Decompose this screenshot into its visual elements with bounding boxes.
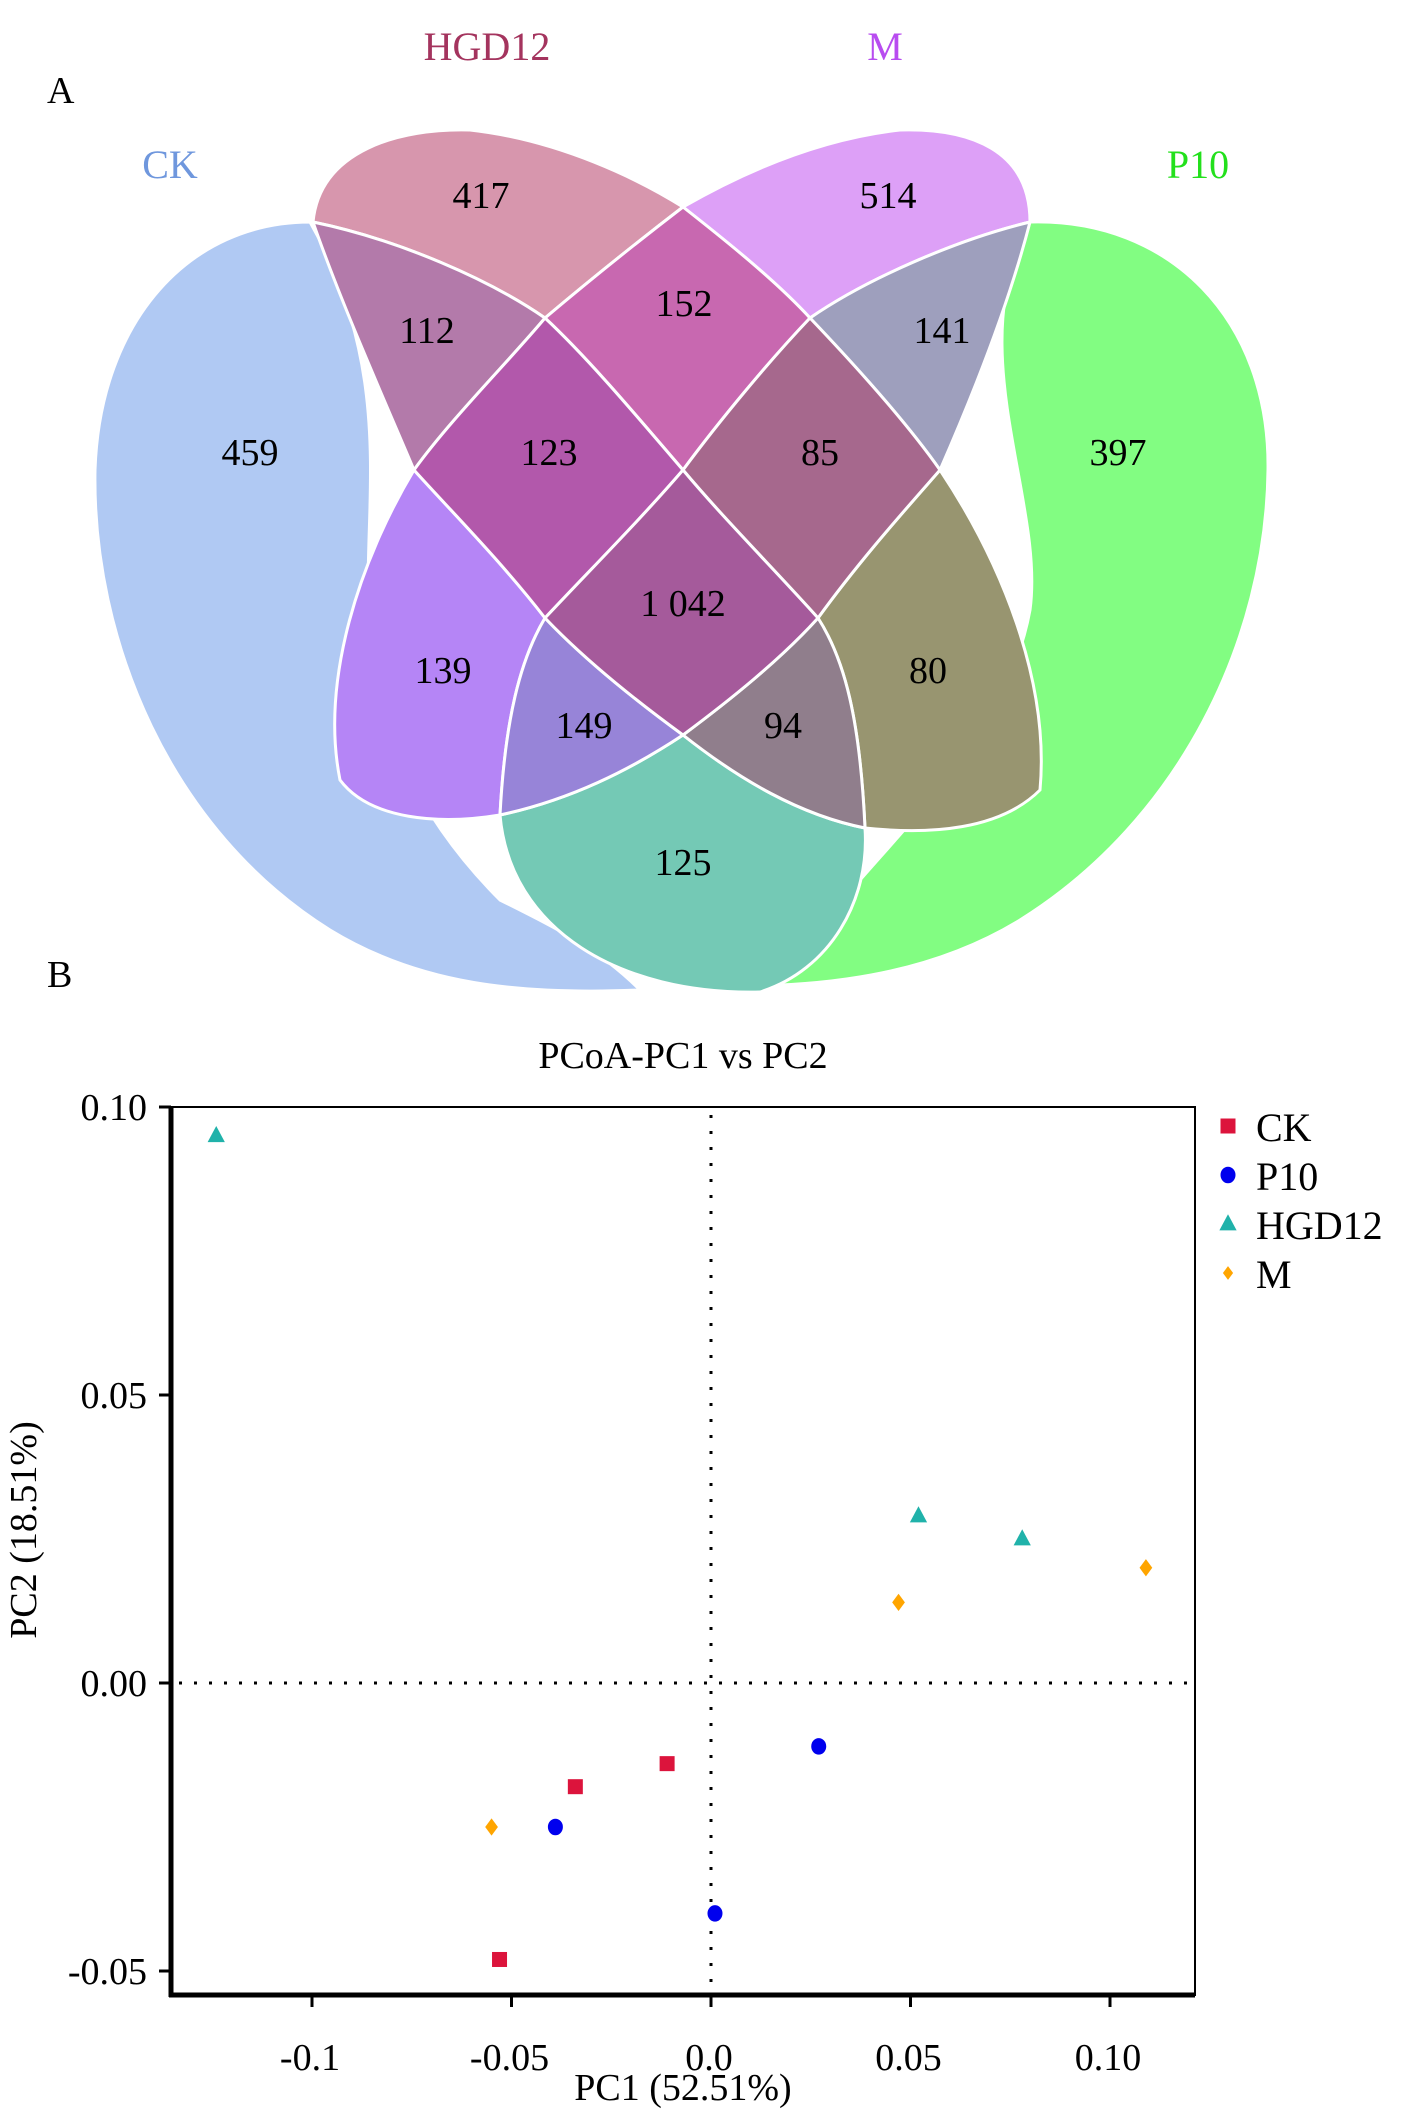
data-point-hgd12-triangle xyxy=(1013,1529,1031,1546)
data-point-m-diamond xyxy=(485,1818,498,1836)
data-point-ck-square xyxy=(567,1779,583,1795)
y-tick-label: 0.05 xyxy=(81,1375,148,1417)
venn-region-value-ck-m: 139 xyxy=(415,650,472,692)
venn-region-value-ck-hgd12-p10: 94 xyxy=(764,705,802,747)
venn-set-labels: CK HGD12 M P10 xyxy=(142,24,1229,187)
data-point-ck-square xyxy=(492,1951,508,1967)
data-point-p10-circle xyxy=(547,1818,563,1836)
data-points xyxy=(207,1126,1153,1967)
y-tick-label: 0.00 xyxy=(81,1663,148,1705)
venn-region-value-ck-hgd12-m: 123 xyxy=(521,432,578,474)
legend-marker-m-diamond-icon xyxy=(1222,1266,1234,1280)
x-tick-label: 0.10 xyxy=(1075,2037,1142,2079)
venn-region-value-hgd12-m: 152 xyxy=(656,283,713,325)
venn-diagram: A CK HGD12 M P10 459 417 514 397 112 152 141 139 80… xyxy=(47,24,1270,994)
legend-marker-p10-circle-icon xyxy=(1220,1166,1236,1184)
legend-label-p10: P10 xyxy=(1256,1154,1318,1199)
legend-marker-ck-square-icon xyxy=(1220,1118,1236,1134)
plot-border xyxy=(170,1106,1196,1996)
x-tick-label: 0.0 xyxy=(685,2037,733,2079)
x-tick-label: -0.1 xyxy=(280,2037,340,2079)
data-point-hgd12-triangle xyxy=(909,1506,928,1523)
legend-label-ck: CK xyxy=(1256,1105,1312,1150)
legend-marker-hgd12-triangle-icon xyxy=(1219,1214,1237,1231)
data-point-m-diamond xyxy=(1139,1559,1153,1577)
venn-set-label-ck: CK xyxy=(142,142,198,187)
venn-set-label-hgd12: HGD12 xyxy=(424,24,551,69)
venn-region-value-hgd12: 417 xyxy=(453,175,510,217)
chart-title: PCoA-PC1 vs PC2 xyxy=(538,1035,827,1077)
plot-frame xyxy=(168,1106,1196,1998)
x-tick-label: -0.05 xyxy=(470,2037,549,2079)
legend-label-hgd12: HGD12 xyxy=(1256,1203,1383,1248)
data-point-hgd12-triangle xyxy=(207,1126,225,1143)
data-point-p10-circle xyxy=(811,1738,827,1755)
y-tick-label: 0.10 xyxy=(81,1087,148,1129)
panel-a-label: A xyxy=(47,70,75,112)
y-axis-title: PC2 (18.51%) xyxy=(3,1421,45,1638)
data-point-m-diamond xyxy=(892,1593,905,1611)
legend-label-m: M xyxy=(1256,1252,1292,1297)
y-tick-label: -0.05 xyxy=(68,1951,147,1993)
data-point-ck-square xyxy=(659,1756,675,1772)
venn-set-label-p10: P10 xyxy=(1167,142,1229,187)
venn-region-value-hgd12-m-p10: 85 xyxy=(801,432,839,474)
venn-region-value-ck: 459 xyxy=(222,432,279,474)
venn-regions xyxy=(310,128,1043,994)
venn-region-value-p10: 397 xyxy=(1090,432,1147,474)
panel-b-label: B xyxy=(47,954,72,996)
venn-region-value-ck-m-p10: 149 xyxy=(556,705,613,747)
venn-region-labels: 459 417 514 397 112 152 141 139 80 125 123 85 149 94 1… xyxy=(222,175,1147,884)
venn-region-ck-hgd12-m-p10 xyxy=(542,467,821,737)
axis-ticks: -0.1 -0.05 0.0 0.05 0.10 0.10 0.05 0.00 -0.05 xyxy=(68,1087,1141,2079)
data-point-p10-circle xyxy=(707,1905,723,1922)
venn-region-value-ck-hgd12: 112 xyxy=(399,310,455,352)
venn-set-label-m: M xyxy=(867,24,903,69)
venn-region-value-m-p10: 141 xyxy=(914,310,971,352)
venn-region-value-ck-p10: 125 xyxy=(655,842,712,884)
x-axis-title: PC1 (52.51%) xyxy=(574,2067,791,2109)
venn-region-value-hgd12-p10: 80 xyxy=(909,650,947,692)
x-tick-label: 0.05 xyxy=(875,2037,942,2079)
venn-region-value-m: 514 xyxy=(860,175,917,217)
venn-region-value-ck-hgd12-m-p10: 1 042 xyxy=(640,583,726,625)
